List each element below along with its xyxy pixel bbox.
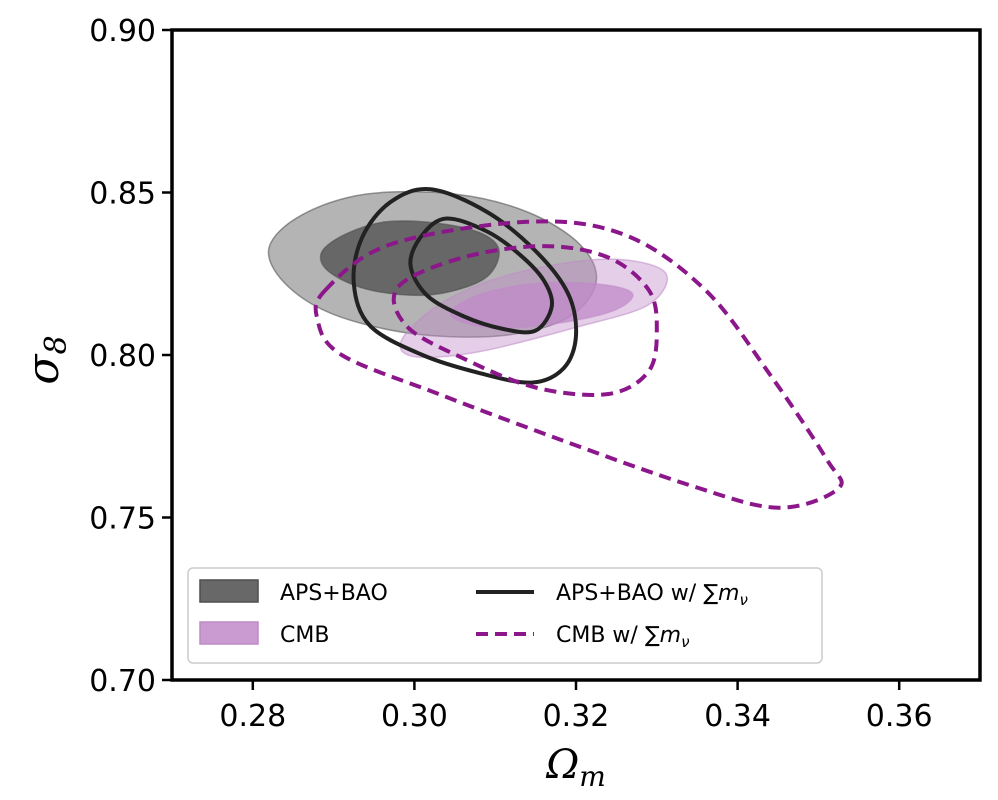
legend-swatch	[199, 579, 259, 603]
series-aps-bao-w-m	[351, 187, 579, 385]
legend: APS+BAO CMB APS+BAO w/ ∑mν CMB w/ ∑mν	[187, 567, 823, 664]
x-tick-label: 0.36	[866, 699, 933, 734]
legend-label: APS+BAO	[280, 581, 388, 606]
y-tick-label: 0.85	[89, 177, 156, 212]
legend-box	[187, 567, 823, 664]
legend-label: APS+BAO w/ ∑mν	[556, 581, 748, 609]
y-tick-label: 0.80	[89, 339, 156, 374]
x-tick-label: 0.34	[704, 699, 771, 734]
contour-layer	[267, 187, 844, 510]
x-axis-ticks: 0.28 0.30 0.32 0.34 0.36	[219, 680, 933, 734]
series-cmb-w-m	[313, 219, 844, 510]
contour-aps-bao-w-m-68	[408, 216, 555, 335]
legend-label: CMB w/ ∑mν	[556, 623, 689, 651]
y-tick-label: 0.90	[89, 14, 156, 49]
y-tick-label: 0.75	[89, 502, 156, 537]
y-tick-label: 0.70	[89, 664, 156, 699]
y-axis-label: σ8	[18, 335, 74, 384]
legend-item-cmb-w-m: CMB w/ ∑mν	[476, 623, 689, 651]
legend-item-cmb: CMB	[199, 621, 329, 648]
x-tick-label: 0.30	[381, 699, 448, 734]
x-axis-label: Ωm	[545, 742, 606, 793]
legend-label: CMB	[280, 623, 329, 648]
x-tick-label: 0.28	[219, 699, 286, 734]
legend-item-aps-bao-w-m: APS+BAO w/ ∑mν	[476, 581, 748, 609]
y-axis-ticks: 0.70 0.75 0.80 0.85 0.90	[89, 14, 172, 699]
legend-item-aps-bao: APS+BAO	[199, 579, 388, 606]
x-tick-label: 0.32	[543, 699, 610, 734]
legend-swatch	[199, 621, 259, 645]
contour-aps-bao-w-m-95	[351, 187, 579, 385]
contour-cmb-w-m-68	[391, 244, 659, 397]
contour-cmb-w-m-95	[313, 219, 844, 510]
